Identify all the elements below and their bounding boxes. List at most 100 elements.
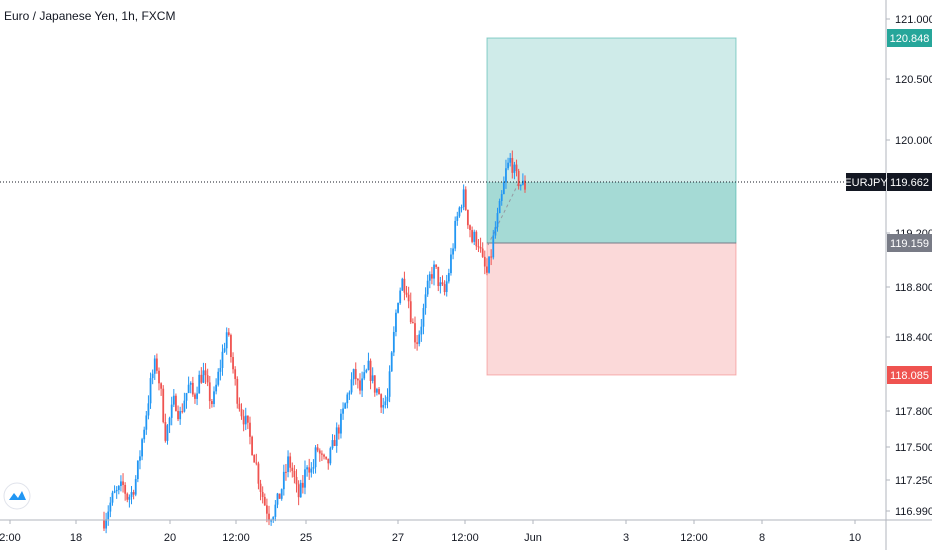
candle-body — [304, 469, 306, 488]
candle-body — [333, 440, 336, 446]
candle-body — [130, 492, 133, 497]
candle-body — [373, 375, 376, 393]
candle-body — [293, 470, 296, 477]
candle-body — [473, 231, 476, 242]
position-tool[interactable] — [486, 37, 737, 376]
candle-body — [183, 400, 186, 412]
candle-body — [462, 189, 465, 208]
candle-body — [301, 482, 304, 488]
candle-body — [363, 372, 366, 379]
tradingview-logo-icon[interactable] — [3, 482, 31, 510]
candle-body — [265, 505, 268, 514]
candle-body — [414, 323, 416, 343]
candle-body — [295, 476, 298, 485]
candle-body — [244, 415, 247, 425]
candle-body — [376, 389, 378, 393]
candle-body — [369, 360, 372, 381]
candle-body — [519, 184, 522, 187]
candle-body — [109, 502, 112, 512]
candle-body — [117, 486, 120, 490]
candle-body — [221, 351, 224, 368]
candle-body — [276, 493, 279, 505]
candle-body — [217, 371, 220, 385]
candle-body — [524, 180, 526, 190]
candle-body — [287, 456, 289, 473]
candle-body — [481, 248, 484, 257]
candle-body — [335, 427, 338, 446]
candle-body — [477, 246, 480, 248]
candle-body — [172, 395, 175, 405]
candle-body — [111, 492, 114, 503]
candle-body — [153, 358, 156, 374]
candle-body — [227, 332, 230, 336]
candle-body — [308, 467, 311, 473]
last-price-badge-text: 119.662 — [890, 177, 929, 189]
candle-body — [291, 467, 294, 471]
candle-body — [189, 382, 192, 385]
candle-body — [416, 342, 419, 344]
candle-body — [382, 405, 385, 408]
candle-body — [242, 416, 245, 425]
candle-body — [401, 278, 404, 291]
candle-body — [392, 331, 395, 353]
candle-body — [505, 168, 507, 183]
candle-body — [191, 382, 194, 395]
candle-body — [147, 403, 150, 416]
candle-body — [337, 427, 340, 434]
candle-body — [517, 170, 520, 187]
candle-body — [149, 378, 152, 404]
candle-body — [361, 378, 364, 391]
candle-body — [496, 213, 499, 228]
candle-body — [261, 491, 264, 497]
candle-body — [327, 458, 330, 464]
candle-body — [399, 290, 402, 304]
y-tick-label: 121.000 — [895, 14, 932, 26]
candle-body — [259, 483, 262, 492]
candle-body — [196, 393, 198, 399]
candle-body — [454, 220, 457, 249]
candle-body — [134, 479, 137, 495]
candle-body — [456, 216, 459, 221]
stop-loss-badge-text: 118.085 — [890, 370, 929, 382]
candle-body — [386, 396, 389, 402]
candle-body — [321, 453, 323, 455]
candle-body — [124, 484, 127, 494]
candle-body — [285, 471, 287, 473]
candle-body — [240, 409, 243, 417]
candle-body — [223, 348, 226, 352]
candle-body — [314, 447, 317, 468]
x-tick-label: 18 — [70, 532, 82, 544]
x-tick-label: 12:00 — [680, 532, 708, 544]
candle-body — [350, 379, 353, 393]
candle-body — [251, 436, 253, 456]
candle-body — [312, 467, 315, 469]
candle-body — [435, 264, 438, 267]
candle-body — [122, 481, 124, 485]
candle-body — [179, 411, 182, 420]
candle-body — [411, 322, 414, 324]
candle-body — [507, 162, 509, 169]
candle-body — [348, 392, 351, 395]
candle-body — [299, 482, 302, 498]
candle-body — [445, 281, 448, 293]
candle-body — [494, 227, 497, 236]
candle-body — [132, 492, 135, 495]
y-tick-label: 120.000 — [895, 135, 932, 147]
x-tick-label: Jun — [524, 532, 542, 544]
candle-body — [204, 370, 207, 376]
candle-body — [143, 429, 146, 440]
x-tick-label: 8 — [759, 532, 765, 544]
candle-body — [340, 413, 342, 434]
candle-body — [206, 375, 209, 383]
candle-body — [424, 294, 427, 309]
candle-body — [452, 248, 454, 255]
y-tick-label: 117.800 — [895, 406, 932, 418]
candle-body — [185, 392, 188, 401]
profit-zone — [486, 37, 737, 244]
candle-body — [483, 256, 486, 267]
candle-body — [246, 415, 249, 423]
candle-body — [431, 274, 433, 279]
candle-body — [166, 425, 169, 441]
